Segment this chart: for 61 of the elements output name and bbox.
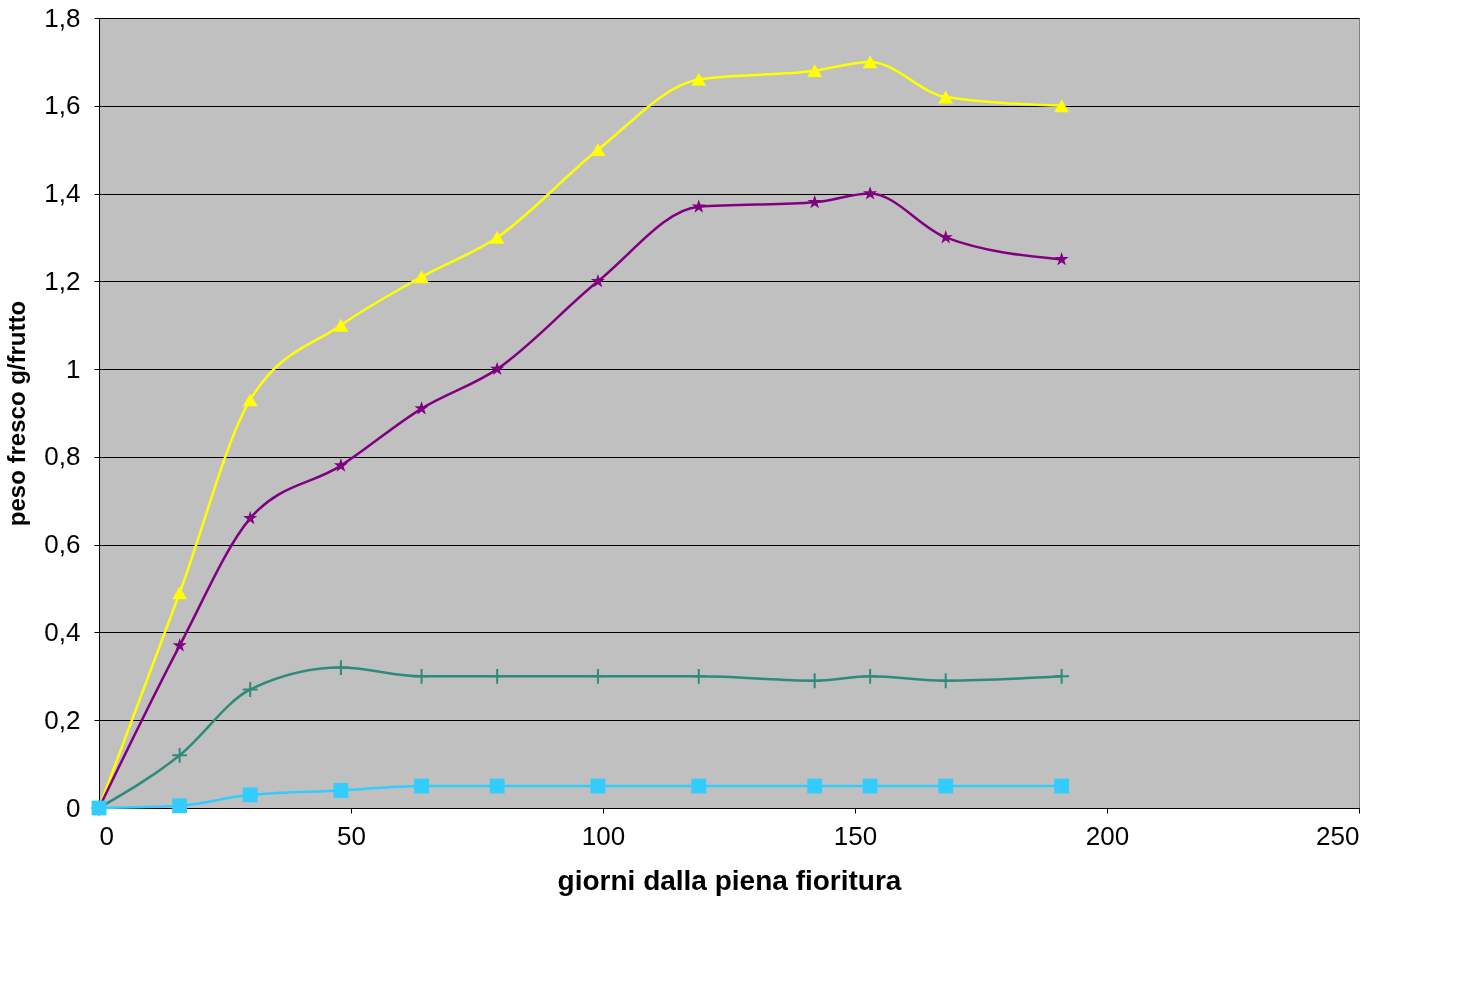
point xyxy=(861,667,879,685)
y-axis-title: peso fresco g/frutto xyxy=(3,300,31,527)
point xyxy=(691,73,707,86)
point xyxy=(489,778,505,794)
point xyxy=(589,667,607,685)
x-tick-label: 50 xyxy=(337,820,366,851)
point xyxy=(1053,667,1071,685)
point xyxy=(333,783,349,798)
x-tick-label: 100 xyxy=(581,820,626,851)
point xyxy=(333,458,348,472)
y-tick-label: 1,4 xyxy=(44,178,81,209)
y-tick-label: 0,6 xyxy=(44,529,81,560)
y-tick-label: 0,4 xyxy=(44,616,81,647)
point xyxy=(1054,251,1069,266)
y-tick-label: 0 xyxy=(66,792,81,823)
point xyxy=(691,199,706,213)
point xyxy=(414,270,429,284)
point xyxy=(807,194,822,209)
point xyxy=(489,231,505,244)
point xyxy=(937,672,955,690)
y-tick-label: 0,8 xyxy=(44,441,81,472)
point xyxy=(691,778,707,794)
y-tick-label: 1,8 xyxy=(44,2,81,33)
x-tick-label: 0 xyxy=(99,820,114,851)
point xyxy=(590,143,606,157)
point xyxy=(490,361,505,376)
point xyxy=(332,659,350,676)
point xyxy=(863,186,878,200)
point xyxy=(938,90,954,104)
point xyxy=(862,55,878,69)
point xyxy=(806,672,824,690)
point xyxy=(938,778,954,794)
point xyxy=(488,667,506,685)
point xyxy=(807,64,823,78)
point xyxy=(172,638,187,652)
point xyxy=(242,393,258,407)
point xyxy=(242,787,258,803)
point xyxy=(171,746,189,764)
y-tick-label: 0,2 xyxy=(44,704,81,735)
point xyxy=(807,778,823,794)
y-tick-label: 1 xyxy=(66,353,81,384)
point xyxy=(413,667,430,685)
point xyxy=(333,318,349,332)
point xyxy=(241,681,259,698)
x-tick-label: 250 xyxy=(1316,820,1360,851)
point xyxy=(862,778,878,794)
point xyxy=(590,273,606,288)
point xyxy=(414,401,429,415)
point xyxy=(172,798,188,814)
x-tick-label: 150 xyxy=(833,820,878,851)
y-tick-label: 1,6 xyxy=(44,90,81,121)
y-tick-label: 1,2 xyxy=(44,265,81,296)
x-tick-label: 200 xyxy=(1085,820,1130,851)
x-axis-title: giorni dalla piena fioritura xyxy=(557,864,902,896)
point xyxy=(938,230,953,244)
point xyxy=(1054,99,1070,113)
point xyxy=(414,778,429,794)
point xyxy=(172,586,188,600)
point xyxy=(1054,778,1070,794)
point xyxy=(690,667,708,685)
point xyxy=(243,510,258,525)
